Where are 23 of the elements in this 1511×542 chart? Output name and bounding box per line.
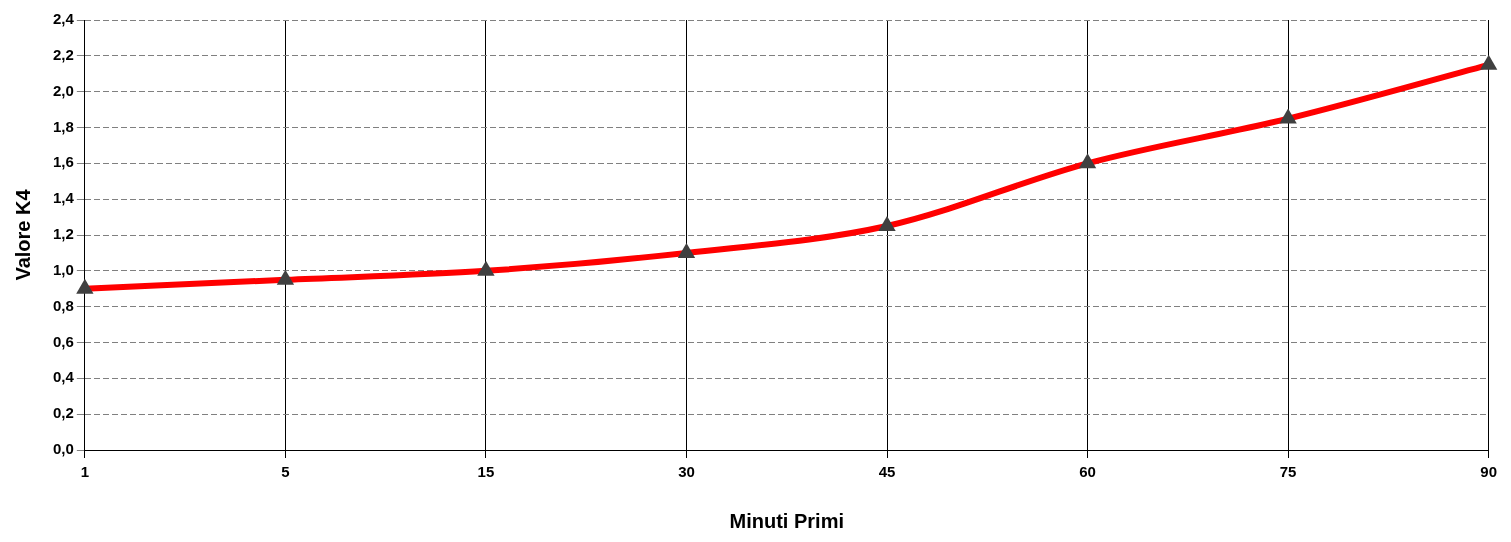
y-tick-label: 2,4: [52, 10, 75, 28]
x-tick-label: 15: [477, 463, 495, 481]
y-tick-label: 0,0: [52, 440, 74, 458]
x-tick-label: 45: [878, 463, 896, 481]
x-tick-label: 90: [1480, 463, 1497, 481]
y-tick-label: 1,6: [52, 153, 74, 171]
y-tick-label: 0,4: [52, 368, 75, 386]
y-tick-label: 0,6: [52, 332, 74, 350]
y-axis-title: Valore K4: [11, 188, 34, 281]
y-tick-label: 1,4: [52, 189, 75, 207]
y-tick-label: 1,8: [52, 117, 74, 135]
x-tick-label: 75: [1279, 463, 1297, 481]
y-tick-label: 0,8: [52, 296, 74, 314]
x-tick-label: 5: [281, 463, 290, 481]
x-tick-label: 30: [678, 463, 695, 481]
y-tick-label: 0,2: [52, 404, 74, 422]
y-tick-label: 1,2: [52, 225, 74, 243]
y-tick-label: 2,0: [52, 81, 74, 99]
x-tick-label: 1: [80, 463, 90, 481]
x-tick-label: 60: [1079, 463, 1096, 481]
y-tick-label: 1,0: [52, 260, 74, 278]
y-tick-label: 2,2: [52, 45, 74, 63]
x-axis-title: Minuti Primi: [729, 509, 844, 532]
